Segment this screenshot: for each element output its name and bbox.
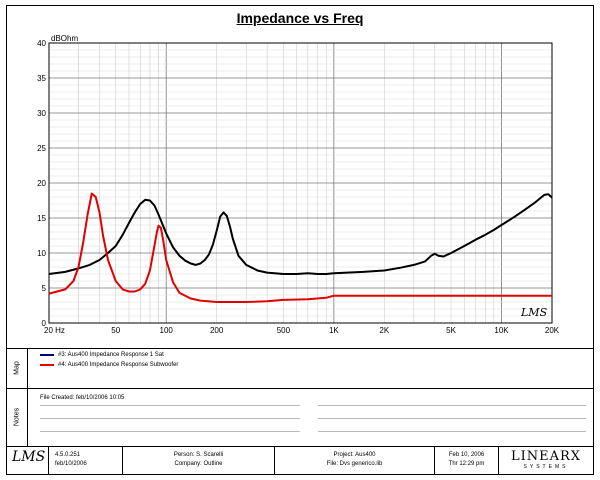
x-tick-label: 200 xyxy=(210,326,224,335)
x-tick-label: 2K xyxy=(379,326,389,335)
footer-version: 4.5.0.251 xyxy=(55,452,81,458)
chart-frame xyxy=(6,5,594,475)
footer-panel xyxy=(6,446,594,447)
note-rule xyxy=(40,418,300,419)
footer-date-code: feb/10/2006 xyxy=(55,461,87,467)
legend-entry-2: #4: Aus400 Impedance Response Subwoofer xyxy=(40,362,178,368)
x-tick-label: 20 Hz xyxy=(44,326,65,335)
footer-lms-logo: LMS xyxy=(12,449,46,465)
footer-version-cell: 4.5.0.251 feb/10/2006 xyxy=(48,447,122,474)
series-line-2 xyxy=(48,192,552,303)
footer-company: Company: Outline xyxy=(174,461,223,467)
note-rule xyxy=(318,431,586,432)
legend-entry-2-label: #4: Aus400 Impedance Response Subwoofer xyxy=(58,362,179,368)
footer-project-cell: Project: Aus400 File: Dvs generico.lib xyxy=(274,447,434,474)
footer-date: Feb 10, 2006 xyxy=(448,452,485,458)
chart-title: Impedance vs Freq xyxy=(236,10,364,26)
series-layer xyxy=(48,192,553,303)
notes-tab: Notes xyxy=(6,388,28,446)
y-tick-label: 35 xyxy=(37,74,46,83)
legend-swatch-2 xyxy=(40,364,54,366)
x-tick-label: 1K xyxy=(329,326,339,335)
y-tick-label: 40 xyxy=(37,39,46,48)
footer-time: Thr 12:29 pm xyxy=(448,461,485,467)
footer-person: Person: S. Scarelli xyxy=(173,452,224,458)
notes-tab-label: Notes xyxy=(13,407,20,427)
x-tick-label: 5K xyxy=(446,326,456,335)
x-tick-label: 20K xyxy=(545,326,560,335)
footer-file: File: Dvs generico.lib xyxy=(326,461,383,467)
footer-brand-cell xyxy=(498,447,594,474)
x-tick-label: 500 xyxy=(277,326,291,335)
plot-grid xyxy=(48,42,553,324)
y-tick-label: 20 xyxy=(37,179,46,188)
series-line-1 xyxy=(48,193,553,275)
notes-text: File Created: feb/10/2006 10:05 xyxy=(40,395,125,401)
y-tick-label: 5 xyxy=(42,284,47,293)
y-tick-label: 30 xyxy=(37,109,46,118)
legend-panel xyxy=(6,348,594,349)
legend-swatch-1 xyxy=(40,354,54,356)
x-tick-label: 100 xyxy=(160,326,174,335)
footer-person-cell: Person: S. Scarelli Company: Outline xyxy=(122,447,274,474)
legend-tab: Map xyxy=(6,348,28,388)
x-tick-label: 10K xyxy=(494,326,509,335)
y-tick-label: 0 xyxy=(42,319,47,328)
notes-panel xyxy=(6,388,594,389)
tick-layer: 20 Hz 50 100 200 500 1K 2K 5K 10K 20K403530252015… xyxy=(37,39,560,335)
note-rule xyxy=(40,405,300,406)
brand-logo: LINEARX xyxy=(510,449,582,464)
x-tick-label: 50 xyxy=(111,326,120,335)
note-rule xyxy=(318,418,586,419)
legend-entry-1: #3: Aus400 Impedance Response 1 Sat xyxy=(40,352,164,358)
legend-tab-label: Map xyxy=(13,361,20,375)
note-rule xyxy=(318,405,586,406)
y-tick-label: 15 xyxy=(37,214,46,223)
footer-date-cell: Feb 10, 2006 Thr 12:29 pm xyxy=(434,447,498,474)
plot-border xyxy=(48,42,553,324)
footer-project: Project: Aus400 xyxy=(333,452,376,458)
y-axis-label: dBOhm xyxy=(51,34,78,43)
y-tick-label: 25 xyxy=(37,144,46,153)
legend-entry-1-label: #3: Aus400 Impedance Response 1 Sat xyxy=(58,352,164,358)
plot-logo: LMS xyxy=(520,306,548,319)
note-rule xyxy=(40,431,300,432)
y-tick-label: 10 xyxy=(37,249,46,258)
brand-subtitle: SYSTEMS xyxy=(523,464,569,470)
